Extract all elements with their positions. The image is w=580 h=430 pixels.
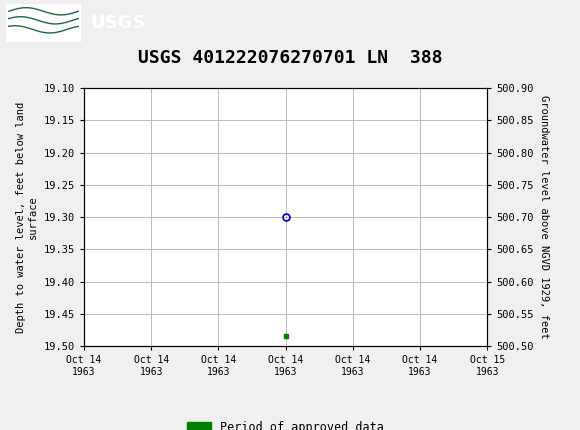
Bar — [6, 3, 81, 42]
Legend: Period of approved data: Period of approved data — [183, 416, 389, 430]
Text: USGS 401222076270701 LN  388: USGS 401222076270701 LN 388 — [138, 49, 442, 67]
Y-axis label: Groundwater level above NGVD 1929, feet: Groundwater level above NGVD 1929, feet — [539, 95, 549, 339]
Text: USGS: USGS — [90, 14, 145, 31]
Y-axis label: Depth to water level, feet below land
surface: Depth to water level, feet below land su… — [16, 101, 38, 333]
